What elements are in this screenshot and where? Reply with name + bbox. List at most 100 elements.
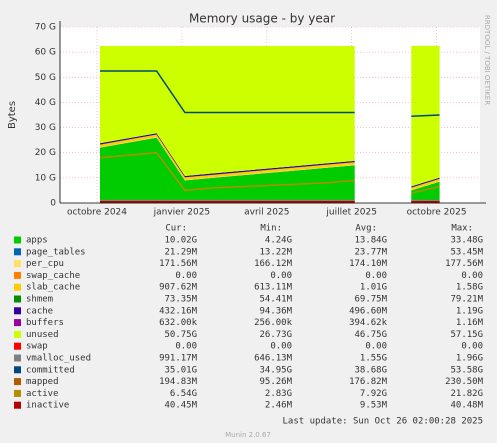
legend-value: 0.00 bbox=[270, 342, 292, 352]
legend-value: 1.58G bbox=[456, 283, 483, 293]
y-axis-label: Bytes bbox=[7, 101, 18, 129]
legend-label: unused bbox=[26, 330, 59, 340]
line bbox=[411, 185, 440, 194]
area bbox=[100, 137, 355, 181]
legend-value: 94.36M bbox=[259, 306, 292, 316]
area bbox=[100, 134, 355, 178]
column-header: Cur: bbox=[165, 224, 187, 234]
legend-value: 174.10M bbox=[349, 259, 388, 269]
legend-swatch bbox=[14, 248, 21, 256]
column-header: Max: bbox=[451, 224, 473, 234]
legend-value: 40.48M bbox=[450, 401, 483, 411]
legend-value: 23.77M bbox=[354, 247, 387, 257]
legend-label: shmem bbox=[26, 295, 53, 305]
legend-swatch bbox=[14, 283, 21, 291]
legend-value: 6.54G bbox=[170, 389, 197, 399]
legend-swatch bbox=[14, 354, 21, 362]
legend-label: cache bbox=[26, 306, 53, 316]
legend-value: 1.19G bbox=[456, 306, 483, 316]
legend-value: 646.13M bbox=[254, 354, 293, 364]
footer: Last update: Sun Oct 26 02:00:28 2025 bbox=[283, 417, 483, 427]
legend-value: 57.15G bbox=[450, 330, 483, 340]
legend-swatch bbox=[14, 271, 21, 279]
legend-value: 33.48G bbox=[450, 236, 483, 246]
legend-value: 9.53M bbox=[360, 401, 388, 411]
legend-swatch bbox=[14, 260, 21, 268]
legend-value: 50.75G bbox=[164, 330, 197, 340]
y-tick-label: 50 G bbox=[35, 73, 56, 83]
legend-value: 13.84G bbox=[354, 236, 387, 246]
x-tick-label: janvier 2025 bbox=[153, 208, 211, 218]
legend-value: 21.82G bbox=[450, 389, 483, 399]
legend-swatch bbox=[14, 330, 21, 338]
x-tick-label: avril 2025 bbox=[244, 208, 289, 218]
legend-value: 13.22M bbox=[259, 247, 292, 257]
legend-value: 0.00 bbox=[365, 342, 387, 352]
legend-label: apps bbox=[26, 236, 48, 246]
legend-swatch bbox=[14, 319, 21, 327]
legend-swatch bbox=[14, 236, 21, 244]
legend-value: 2.83G bbox=[265, 389, 292, 399]
legend-value: 432.16M bbox=[159, 306, 198, 316]
legend-label: slab_cache bbox=[26, 283, 80, 293]
legend-label: mapped bbox=[26, 377, 59, 387]
legend-value: 0.00 bbox=[270, 271, 292, 281]
y-tick-label: 60 G bbox=[35, 48, 56, 58]
legend-value: 613.11M bbox=[254, 283, 293, 293]
column-header: Avg: bbox=[355, 224, 377, 234]
area bbox=[411, 178, 440, 188]
y-tick-label: 30 G bbox=[35, 123, 56, 133]
legend-label: buffers bbox=[26, 318, 64, 328]
area bbox=[100, 133, 355, 178]
y-tick-label: 10 G bbox=[35, 173, 56, 183]
legend-value: 40.45M bbox=[164, 401, 197, 411]
area bbox=[411, 177, 440, 188]
legend-label: swap bbox=[26, 342, 48, 352]
legend-value: 256.00k bbox=[254, 318, 293, 328]
legend-value: 0.00 bbox=[175, 271, 197, 281]
legend-value: 991.17M bbox=[159, 354, 198, 364]
legend-value: 177.56M bbox=[445, 259, 484, 269]
legend-value: 1.96G bbox=[456, 354, 483, 364]
legend-value: 1.01G bbox=[360, 283, 387, 293]
legend-value: 53.45M bbox=[450, 247, 483, 257]
area bbox=[411, 181, 440, 203]
legend-value: 0.00 bbox=[175, 342, 197, 352]
legend-value: 95.26M bbox=[259, 377, 292, 387]
legend-value: 907.62M bbox=[159, 283, 198, 293]
legend-label: committed bbox=[26, 365, 75, 375]
area bbox=[100, 134, 355, 180]
area bbox=[411, 178, 440, 190]
legend-value: 394.62k bbox=[349, 318, 388, 328]
legend-value: 4.24G bbox=[265, 236, 292, 246]
area bbox=[411, 181, 440, 191]
y-tick-label: 40 G bbox=[35, 98, 56, 108]
line bbox=[100, 70, 355, 114]
legend-value: 194.83M bbox=[159, 377, 198, 387]
legend-value: 69.75M bbox=[354, 295, 387, 305]
legend-swatch bbox=[14, 389, 21, 397]
legend-swatch bbox=[14, 342, 21, 350]
legend-value: 0.00 bbox=[461, 342, 483, 352]
legend-value: 38.68G bbox=[354, 365, 387, 375]
legend-value: 171.56M bbox=[159, 259, 198, 269]
x-tick-label: octobre 2025 bbox=[407, 208, 467, 218]
legend-value: 53.58G bbox=[450, 365, 483, 375]
line bbox=[411, 114, 440, 118]
version: Munin 2.0.67 bbox=[225, 431, 271, 439]
y-tick-label: 20 G bbox=[35, 148, 56, 158]
legend-label: vmalloc_used bbox=[26, 354, 91, 364]
legend-label: inactive bbox=[26, 401, 69, 411]
area bbox=[100, 45, 355, 176]
legend-value: 7.92G bbox=[360, 389, 387, 399]
side-text: RRDTOOL / TOBI OETIKER bbox=[483, 15, 491, 105]
legend-label: page_tables bbox=[26, 247, 86, 257]
y-tick-label: 0 bbox=[50, 199, 56, 209]
legend-value: 21.29M bbox=[164, 247, 197, 257]
legend-value: 632.00k bbox=[159, 318, 198, 328]
legend-value: 46.75G bbox=[354, 330, 387, 340]
legend-value: 0.00 bbox=[461, 271, 483, 281]
legend-value: 79.21M bbox=[450, 295, 483, 305]
x-tick-label: juillet 2025 bbox=[325, 208, 377, 218]
legend-value: 10.02G bbox=[164, 236, 197, 246]
